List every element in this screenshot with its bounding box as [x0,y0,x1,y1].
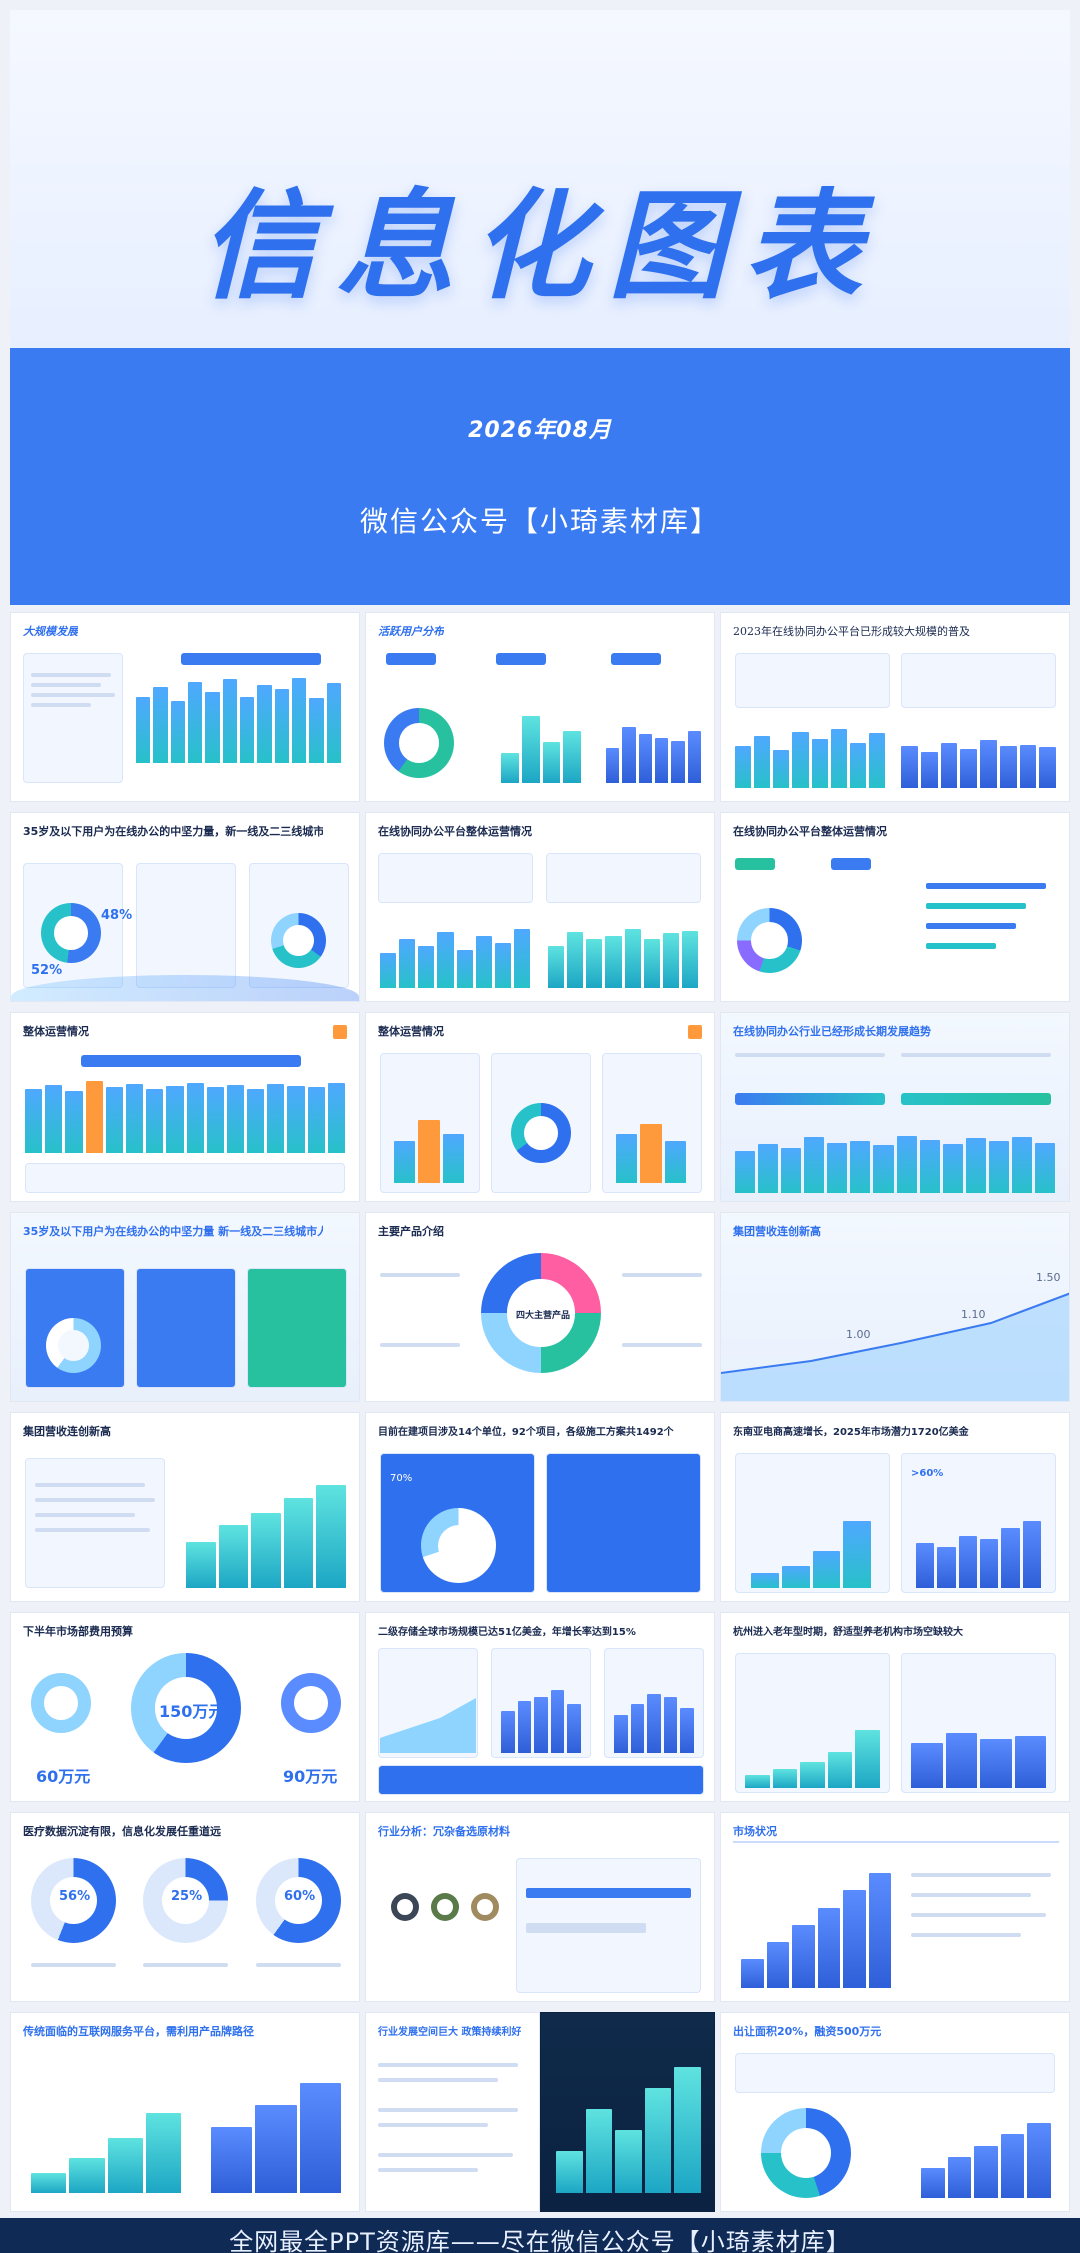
hero-blue-band [10,348,1070,605]
slide-title: 杭州进入老年型时期，舒适型养老机构市场空缺较大 [733,1627,963,1638]
slide-title: 传统面临的互联网服务平台，需利用产品牌路径 [23,2025,254,2038]
slide-thumbnail[interactable]: 出让面积20%，融资500万元 [720,2012,1070,2212]
donut-chart [41,903,101,963]
slide-thumbnail[interactable]: 2023年在线协同办公平台已形成较大规模的普及 [720,612,1070,802]
slide-title: 行业分析：冗杂备选原材料 [378,1825,510,1838]
slide-thumbnail[interactable]: 35岁及以下用户为在线办公的中坚力量，新一线及二三线城市人群对移动办公应用需求大… [10,812,360,1002]
slide-thumbnail[interactable]: 活跃用户分布 [365,612,715,802]
slide-thumbnail[interactable]: 行业分析：冗杂备选原材料 [365,1812,715,2002]
donut-chart [481,1253,601,1373]
hero-date: 2026年08月 [468,418,612,443]
hero-subtitle: 微信公众号【小琦素材库】 [359,505,720,538]
data-label: 1.50 [1036,1271,1061,1284]
slide-thumbnail[interactable]: 下半年市场部费用预算 150万元 60万元 90万元 [10,1612,360,1802]
area-chart [721,1292,1069,1401]
donut-chart [761,2108,851,2198]
bar-chart [136,668,341,763]
slide-thumbnail[interactable]: 主要产品介绍 四大主营产品 [365,1212,715,1402]
slide-thumbnail[interactable]: 医疗数据沉淀有限，信息化发展任重道远 56% 25% 60% [10,1812,360,2002]
slide-thumbnail[interactable]: 在线协同办公平台整体运营情况 [365,812,715,1002]
slide-title: 整体运营情况 [23,1025,89,1038]
percent-label: >60% [911,1468,944,1479]
donut-chart [46,1318,101,1373]
slide-thumbnail[interactable]: 整体运营情况 [365,1012,715,1202]
donut-chart [143,1858,228,1943]
material-icon [391,1893,419,1921]
slide-thumbnail[interactable]: 在线协同办公平台整体运营情况 [720,812,1070,1002]
slide-thumbnail[interactable]: 传统面临的互联网服务平台，需利用产品牌路径 [10,2012,360,2212]
slide-thumbnail[interactable]: 35岁及以下用户为在线办公的中坚力量 新一线及二三线城市人群对移动办公应用需求大 [10,1212,360,1402]
donut-chart [737,908,802,973]
donut-chart [421,1508,496,1583]
material-icon [471,1893,499,1921]
budget-left: 60万元 [36,1767,91,1786]
slide-thumbnail[interactable]: 在线协同办公行业已经形成长期发展趋势 [720,1012,1070,1202]
percent-label: 70% [390,1473,413,1484]
slide-title: 东南亚电商高速增长，2025年市场潜力1720亿美金 [733,1427,969,1438]
donut-chart [511,1103,571,1163]
slide-thumbnail[interactable]: 二级存储全球市场规模已达51亿美金，年增长率达到15% [365,1612,715,1802]
slide-title: 在线协同办公行业已经形成长期发展趋势 [733,1025,931,1038]
slide-title: 目前在建项目涉及14个单位，92个项目，各级施工方案共1492个 [378,1427,674,1438]
slide-title: 行业发展空间巨大 政策持续利好 [378,2027,522,2038]
slide-title: 出让面积20%，融资500万元 [733,2025,882,2038]
donut-chart [384,708,454,778]
footer-text: 全网最全PPT资源库——尽在微信公众号【小琦素材库】 [229,2228,851,2253]
slide-title: 集团营收连创新高 [23,1425,111,1438]
slide-title: 在线协同办公平台整体运营情况 [733,825,887,838]
donut-center-label: 四大主营产品 [516,1311,571,1321]
slide-title: 市场状况 [733,1825,777,1838]
icon-circle [281,1673,341,1733]
slide-title: 集团营收连创新高 [733,1225,821,1238]
percent-label: 52% [31,963,63,978]
material-icon [431,1893,459,1921]
slide-title: 主要产品介绍 [378,1225,444,1238]
slide-title: 在线协同办公平台整体运营情况 [378,825,532,838]
slide-thumbnail[interactable]: 市场状况 [720,1812,1070,2002]
donut-chart [271,913,326,968]
donut-chart [256,1858,341,1943]
slide-title: 整体运营情况 [378,1025,444,1038]
hero-title: 信息化图表 [199,177,880,315]
percent-label: 60% [284,1889,316,1904]
slide-thumbnail[interactable]: 目前在建项目涉及14个单位，92个项目，各级施工方案共1492个 70% [365,1412,715,1602]
slide-thumbnail[interactable]: 大规模发展 [10,612,360,802]
footer-banner: 全网最全PPT资源库——尽在微信公众号【小琦素材库】 [0,2218,1080,2253]
percent-label: 48% [101,908,133,923]
slide-thumbnail[interactable]: 整体运营情况 [10,1012,360,1202]
slide-title: 下半年市场部费用预算 [23,1625,133,1638]
slide-thumbnail[interactable]: 集团营收连创新高 1.00 1.10 1.50 [720,1212,1070,1402]
donut-chart [31,1858,116,1943]
icon-circle [31,1673,91,1733]
budget-total: 150万元 [159,1702,225,1721]
area-chart [380,1698,476,1753]
slide-title: 大规模发展 [23,625,78,638]
percent-label: 25% [171,1889,203,1904]
slide-thumbnail[interactable]: 行业发展空间巨大 政策持续利好 [365,2012,540,2212]
slide-thumbnail[interactable]: 杭州进入老年型时期，舒适型养老机构市场空缺较大 [720,1612,1070,1802]
slide-title: 35岁及以下用户为在线办公的中坚力量 新一线及二三线城市人群对移动办公应用需求大 [23,1225,323,1238]
slide-title: 医疗数据沉淀有限，信息化发展任重道远 [23,1825,221,1838]
bar-chart [556,2053,701,2193]
slide-title: 二级存储全球市场规模已达51亿美金，年增长率达到15% [378,1627,636,1638]
data-label: 1.00 [846,1328,871,1341]
hero-title-panel [10,10,1070,348]
slide-title: 2023年在线协同办公平台已形成较大规模的普及 [733,625,970,638]
data-label: 1.10 [961,1308,986,1321]
budget-right: 90万元 [283,1767,338,1786]
percent-label: 56% [59,1889,91,1904]
slide-title: 活跃用户分布 [378,625,444,638]
slide-thumbnail[interactable] [540,2012,715,2212]
donut-chart [131,1653,241,1763]
slide-title: 35岁及以下用户为在线办公的中坚力量，新一线及二三线城市人群对移动办公应用需求大 [23,825,323,838]
slide-thumbnail[interactable]: 东南亚电商高速增长，2025年市场潜力1720亿美金 >60% [720,1412,1070,1602]
slide-thumbnail[interactable]: 集团营收连创新高 [10,1412,360,1602]
